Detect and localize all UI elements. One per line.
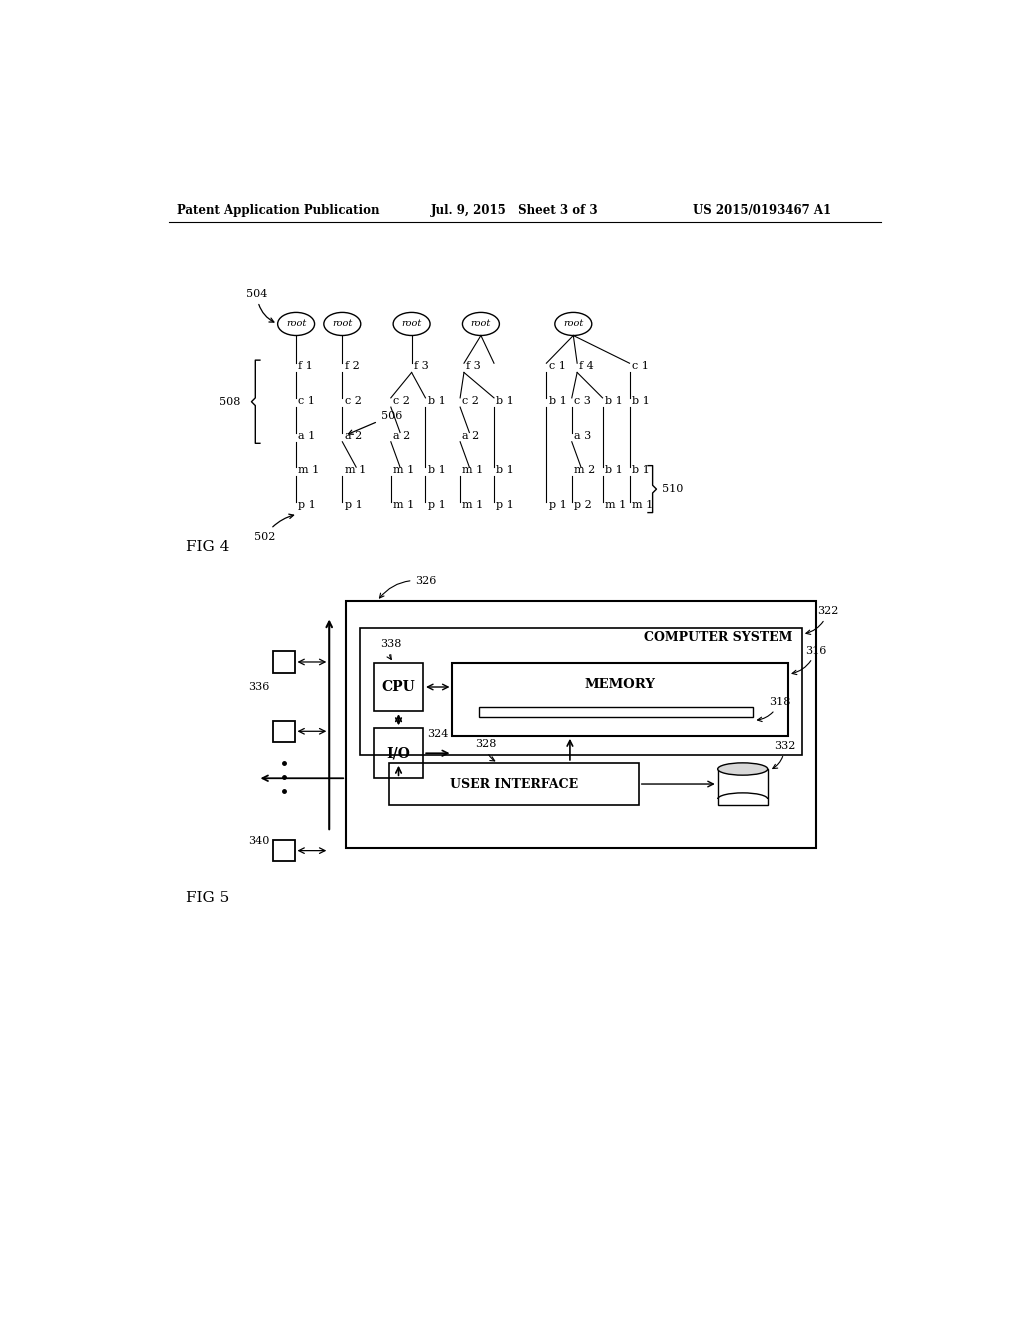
Text: f 1: f 1 [298,362,313,371]
Text: root: root [286,319,306,329]
Bar [273,651,295,673]
Text: I/O: I/O [387,746,411,760]
Text: b 1: b 1 [428,396,445,407]
Text: 338: 338 [380,639,401,660]
Text: 316: 316 [793,645,826,675]
Text: root: root [471,319,492,329]
Text: m 1: m 1 [463,465,483,475]
Bar [346,601,816,847]
Text: f 3: f 3 [414,362,429,371]
Bar [374,663,423,711]
Text: p 1: p 1 [298,500,316,510]
Text: MEMORY: MEMORY [585,677,655,690]
Text: root: root [401,319,422,329]
Text: m 1: m 1 [393,465,415,475]
Text: b 1: b 1 [632,396,649,407]
Bar [360,628,802,755]
Text: a 3: a 3 [574,430,591,441]
Text: c 2: c 2 [393,396,410,407]
Text: Patent Application Publication: Patent Application Publication [177,205,379,218]
Text: b 1: b 1 [497,396,514,407]
Text: m 1: m 1 [605,500,626,510]
Text: c 1: c 1 [298,396,315,407]
Text: 328: 328 [475,739,497,760]
Text: FIG 5: FIG 5 [186,891,229,904]
Text: FIG 4: FIG 4 [186,540,229,554]
Text: p 1: p 1 [428,500,445,510]
Text: USER INTERFACE: USER INTERFACE [450,777,578,791]
Text: m 1: m 1 [463,500,483,510]
Text: f 3: f 3 [466,362,481,371]
Text: root: root [332,319,352,329]
Bar [453,663,788,737]
Text: p 2: p 2 [574,500,592,510]
Text: c 1: c 1 [632,362,649,371]
Text: b 1: b 1 [497,465,514,475]
Text: 340: 340 [248,837,269,846]
Text: COMPUTER SYSTEM: COMPUTER SYSTEM [644,631,793,644]
Text: root: root [563,319,584,329]
Text: m 1: m 1 [393,500,415,510]
Bar [718,770,768,805]
Text: 502: 502 [254,513,294,541]
Text: 326: 326 [380,577,437,598]
Text: CPU: CPU [382,680,416,694]
Bar [374,729,423,779]
Text: 336: 336 [248,681,269,692]
Bar [273,840,295,862]
Text: b 1: b 1 [605,396,623,407]
Text: p 1: p 1 [497,500,514,510]
Ellipse shape [718,763,768,775]
Text: m 1: m 1 [632,500,653,510]
Text: a 2: a 2 [393,430,411,441]
Text: 508: 508 [219,397,241,407]
Text: a 2: a 2 [345,430,361,441]
Text: m 1: m 1 [345,465,366,475]
Text: a 1: a 1 [298,430,315,441]
Text: b 1: b 1 [605,465,623,475]
Text: b 1: b 1 [549,396,566,407]
Text: p 1: p 1 [549,500,566,510]
Text: 332: 332 [773,741,796,768]
Text: Jul. 9, 2015   Sheet 3 of 3: Jul. 9, 2015 Sheet 3 of 3 [431,205,598,218]
Bar [388,763,639,805]
Text: 318: 318 [758,697,791,722]
Text: m 2: m 2 [574,465,595,475]
Text: f 4: f 4 [580,362,594,371]
Bar [273,721,295,742]
Text: 322: 322 [806,606,839,635]
Text: c 2: c 2 [463,396,479,407]
Text: c 1: c 1 [549,362,565,371]
Text: 504: 504 [246,289,273,322]
Bar [479,708,754,717]
Text: c 3: c 3 [574,396,591,407]
Text: m 1: m 1 [298,465,319,475]
Text: 506: 506 [348,411,402,434]
Text: c 2: c 2 [345,396,361,407]
Text: 324: 324 [427,730,449,739]
Text: f 2: f 2 [345,362,359,371]
Text: b 1: b 1 [428,465,445,475]
Text: b 1: b 1 [632,465,649,475]
Text: p 1: p 1 [345,500,362,510]
Text: 510: 510 [662,484,683,494]
Text: a 2: a 2 [463,430,479,441]
Text: US 2015/0193467 A1: US 2015/0193467 A1 [692,205,830,218]
